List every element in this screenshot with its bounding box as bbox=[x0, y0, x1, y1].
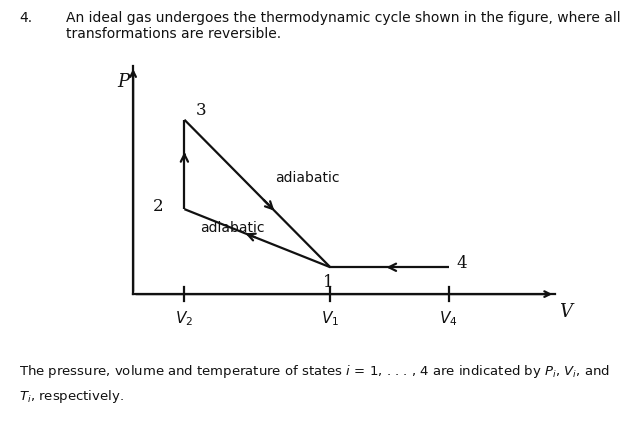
Text: $V_4$: $V_4$ bbox=[439, 310, 458, 329]
Text: 1: 1 bbox=[323, 274, 333, 291]
Text: 4.: 4. bbox=[19, 11, 32, 25]
Text: The pressure, volume and temperature of states $i$ = 1, . . . , 4 are indicated : The pressure, volume and temperature of … bbox=[19, 363, 610, 379]
Text: $V_2$: $V_2$ bbox=[175, 310, 193, 329]
Text: adiabatic: adiabatic bbox=[275, 171, 340, 185]
Text: An ideal gas undergoes the thermodynamic cycle shown in the figure, where all
tr: An ideal gas undergoes the thermodynamic… bbox=[66, 11, 621, 41]
Text: 4: 4 bbox=[457, 255, 467, 272]
Text: $T_i$, respectively.: $T_i$, respectively. bbox=[19, 388, 124, 405]
Text: 2: 2 bbox=[153, 198, 163, 215]
Text: adiabatic: adiabatic bbox=[200, 221, 265, 235]
Text: V: V bbox=[559, 303, 572, 321]
Text: 3: 3 bbox=[196, 102, 207, 119]
Text: P: P bbox=[117, 73, 130, 91]
Text: $V_1$: $V_1$ bbox=[321, 310, 340, 329]
